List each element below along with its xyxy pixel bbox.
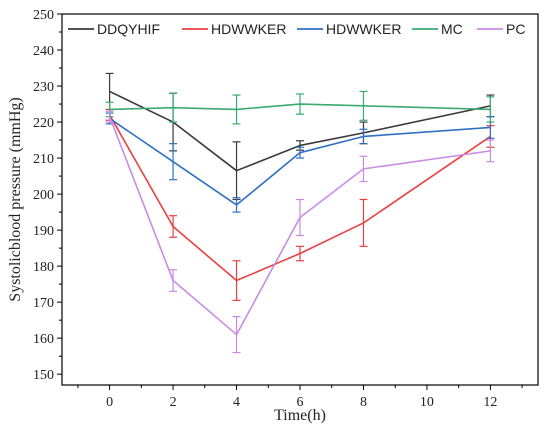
legend-item: HDWWKER [297,21,401,37]
data-point [235,108,238,111]
data-point [172,107,174,109]
y-tick-label: 190 [33,224,54,239]
data-point [235,279,238,282]
data-point [299,144,301,147]
series-line [108,116,491,336]
y-axis-ticks: 150 160 170 180 190 200 210 220 230 240 250 [33,8,62,383]
y-tick-label: 250 [33,8,54,23]
y-tick-label: 230 [33,80,54,95]
series-line [109,117,491,206]
series-3 [105,90,495,125]
data-point [489,150,491,152]
data-point [299,252,301,255]
legend-item: HDWWKER [182,21,286,37]
legend-item: MC [412,21,463,37]
y-tick-label: 170 [33,296,54,311]
data-point [489,126,491,129]
series-4 [105,110,495,354]
data-point [489,108,491,111]
legend-label: HDWWKER [326,21,401,37]
series-0 [105,72,495,201]
data-point [299,152,301,154]
data-point [299,103,301,105]
legend-label: DDQYHIF [97,21,160,37]
data-point [172,279,174,282]
y-tick-label: 180 [33,260,54,275]
x-tick-label: 6 [297,395,304,410]
series-line [108,114,491,282]
series-2 [105,112,495,213]
x-tick-label: 4 [233,395,240,410]
data-point [362,105,365,107]
y-axis-title: Systolicblood pressure (mmHg) [7,97,24,301]
data-point [362,222,365,224]
y-tick-label: 220 [33,116,54,131]
legend-label: HDWWKER [211,21,286,37]
data-point [172,161,174,163]
series-line [109,90,491,172]
legend-label: PC [506,21,525,37]
x-axis-title: Time(h) [274,407,326,424]
data-point [235,333,238,336]
y-tick-label: 240 [33,44,54,59]
x-tick-label: 12 [483,395,497,410]
legend-item: PC [477,21,525,37]
y-tick-label: 200 [33,188,54,203]
series-line [109,103,491,111]
legend: DDQYHIF HDWWKER HDWWKER MC PC [68,21,525,37]
x-axis-ticks: 0 2 4 6 8 10 12 [77,385,523,410]
x-tick-label: 10 [420,395,434,410]
data-point [172,225,174,228]
data-point [109,90,111,93]
data-point [235,170,238,172]
legend-item: DDQYHIF [68,21,160,37]
data-point [299,216,301,219]
y-tick-label: 160 [33,332,54,347]
x-tick-label: 8 [360,395,367,410]
data-point [109,108,111,111]
x-tick-label: 2 [170,395,177,410]
data-point [362,135,365,138]
y-tick-label: 150 [33,368,54,383]
x-tick-label: 0 [106,395,113,410]
legend-label: MC [441,21,463,37]
y-tick-label: 210 [33,152,54,167]
series-1 [105,108,495,301]
series-layer [105,72,495,354]
data-point [362,168,365,170]
data-point [109,116,111,118]
data-point [235,204,238,206]
